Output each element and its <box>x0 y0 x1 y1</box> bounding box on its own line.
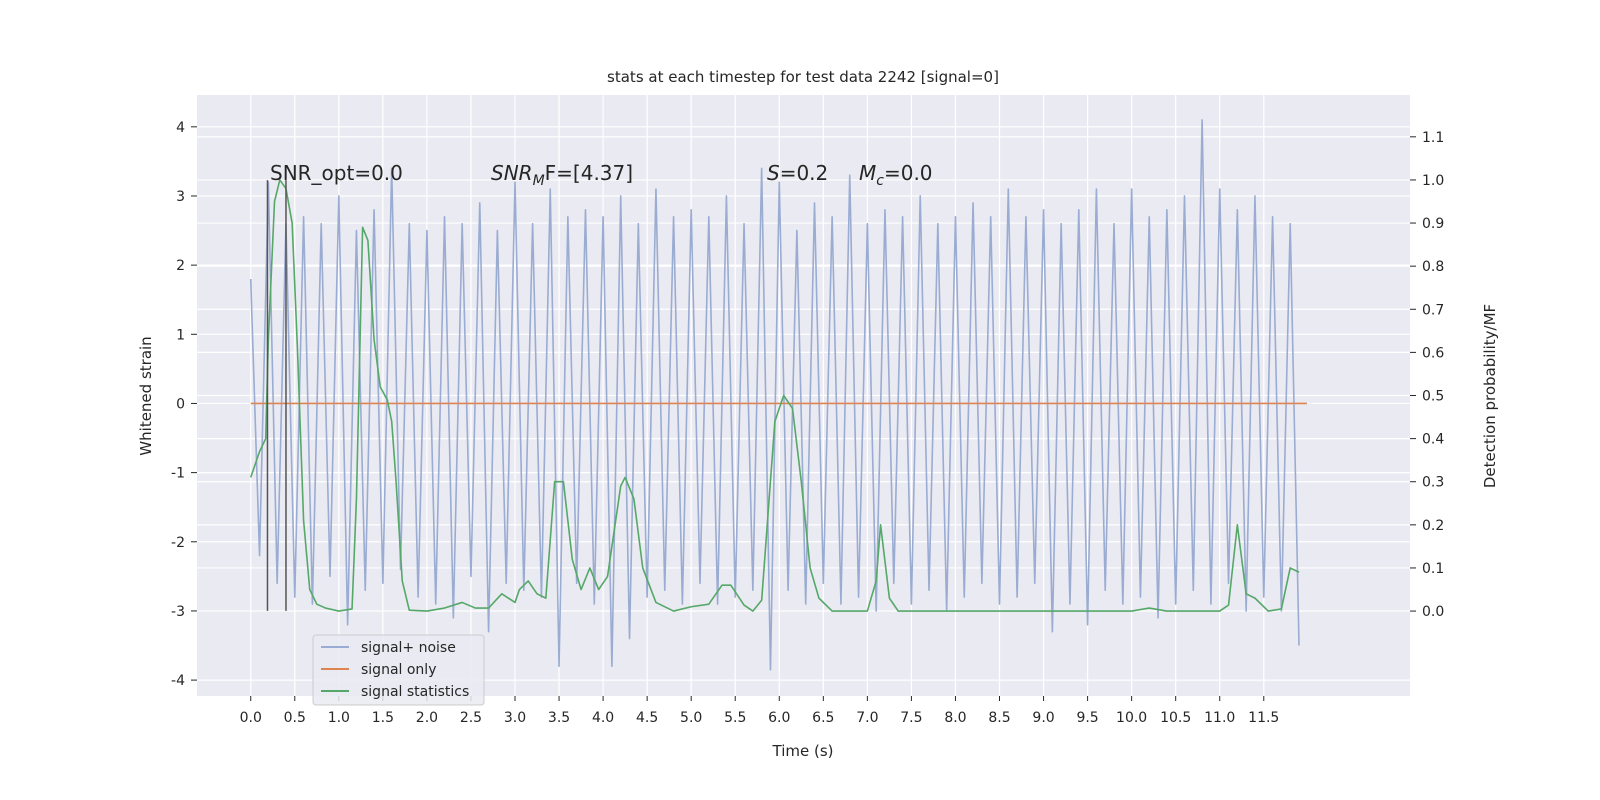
x-tick-label: 9.5 <box>1076 710 1098 726</box>
y2-tick-label: 0.5 <box>1422 389 1444 405</box>
legend-label: signal only <box>361 662 436 678</box>
x-tick-label: 6.0 <box>768 710 790 726</box>
y-tick-label: -3 <box>171 604 185 620</box>
y-axis-label: Whitened strain <box>137 336 155 455</box>
x-tick-label: 5.0 <box>680 710 702 726</box>
x-tick-label: 6.5 <box>812 710 834 726</box>
x-tick-label: 5.5 <box>724 710 746 726</box>
chart-title: stats at each timestep for test data 224… <box>607 68 999 86</box>
y2-tick-label: 0.1 <box>1422 561 1444 577</box>
annotation: Mc=0.0 <box>859 161 933 189</box>
x-tick-label: 1.5 <box>372 710 394 726</box>
y2-tick-label: 0.0 <box>1422 604 1444 620</box>
y2-tick-label: 0.2 <box>1422 518 1444 534</box>
x-tick-label: 4.0 <box>592 710 614 726</box>
y2-tick-label: 0.9 <box>1422 216 1444 232</box>
x-tick-label: 2.5 <box>460 710 482 726</box>
x-tick-label: 2.0 <box>416 710 438 726</box>
annotation-subscript: M <box>533 173 545 189</box>
y-tick-label: -4 <box>171 673 185 689</box>
annotation-text: M <box>859 161 876 185</box>
y2-tick-label: 0.3 <box>1422 475 1444 491</box>
x-tick-label: 0.5 <box>284 710 306 726</box>
x-tick-label: 3.5 <box>548 710 570 726</box>
y2-tick-label: 0.7 <box>1422 302 1444 318</box>
y-tick-label: -2 <box>171 535 185 551</box>
x-tick-label: 7.0 <box>856 710 878 726</box>
y-tick-label: 4 <box>176 120 185 136</box>
annotation: SNR_opt=0.0 <box>270 161 403 185</box>
x-tick-label: 11.0 <box>1204 710 1235 726</box>
x-tick-label: 9.0 <box>1032 710 1054 726</box>
x-tick-label: 8.5 <box>988 710 1010 726</box>
annotation: S=0.2 <box>767 161 828 185</box>
y-tick-label: 3 <box>176 189 185 205</box>
legend-label: signal statistics <box>361 684 469 700</box>
annotation-rest: =0.0 <box>884 161 933 185</box>
legend-box <box>312 634 485 706</box>
x-axis-label: Time (s) <box>772 742 834 760</box>
x-tick-label: 1.0 <box>328 710 350 726</box>
annotation: SNRMF=[4.37] <box>491 161 633 189</box>
y2-tick-label: 1.1 <box>1422 130 1444 146</box>
y2-tick-label: 0.4 <box>1422 432 1444 448</box>
annotation-text: SNR_opt=0.0 <box>270 161 403 185</box>
y-tick-label: 2 <box>176 258 185 274</box>
y2-tick-label: 0.6 <box>1422 345 1444 361</box>
x-tick-label: 4.5 <box>636 710 658 726</box>
y2-tick-label: 0.8 <box>1422 259 1444 275</box>
x-tick-label: 11.5 <box>1248 710 1279 726</box>
y2-axis-label: Detection probability/MF <box>1481 304 1499 488</box>
series-line <box>249 179 1300 612</box>
y-tick-label: 1 <box>176 327 185 343</box>
x-tick-label: 8.0 <box>944 710 966 726</box>
y-tick-label: -1 <box>171 466 185 482</box>
x-tick-label: 7.5 <box>900 710 922 726</box>
legend-label: signal+ noise <box>361 640 456 656</box>
annotation-text: S <box>767 161 780 185</box>
y2-tick-label: 1.0 <box>1422 173 1444 189</box>
x-tick-label: 0.0 <box>240 710 262 726</box>
annotation-subscript: c <box>876 173 884 189</box>
annotation-text: SNR <box>491 161 533 185</box>
x-tick-label: 10.0 <box>1116 710 1147 726</box>
annotation-rest: F=[4.37] <box>545 161 633 185</box>
x-tick-label: 10.5 <box>1160 710 1191 726</box>
y-tick-label: 0 <box>176 396 185 412</box>
annotation-rest: =0.2 <box>780 161 829 185</box>
x-tick-label: 3.0 <box>504 710 526 726</box>
